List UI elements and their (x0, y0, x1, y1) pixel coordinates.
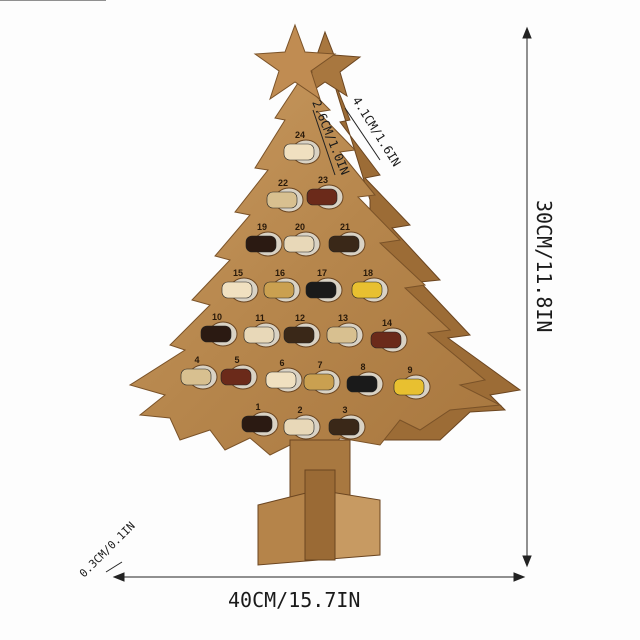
bottle-slot: 2 (283, 405, 321, 440)
bottle-slot: 22 (266, 178, 304, 213)
bottle-slot: 18 (351, 268, 389, 303)
slot-number: 5 (234, 355, 239, 365)
slot-number: 21 (340, 222, 350, 232)
mini-bottle (283, 143, 315, 161)
bottle-slot: 13 (326, 313, 364, 348)
bottle-slot: 21 (328, 222, 366, 257)
bottle-slot: 5 (220, 355, 258, 390)
slot-number: 12 (295, 313, 305, 323)
bottle-slot: 19 (245, 222, 283, 257)
slot-number: 17 (317, 268, 327, 278)
slot-number: 11 (255, 313, 265, 323)
mini-bottle (326, 326, 358, 344)
mini-bottle (245, 235, 277, 253)
slot-number: 7 (317, 360, 322, 370)
slot-number: 18 (363, 268, 373, 278)
mini-bottle (221, 281, 253, 299)
tree-front (128, 79, 502, 456)
mini-bottle (266, 191, 298, 209)
bottle-slot: 9 (393, 365, 431, 400)
bottle-slot: 12 (283, 313, 321, 348)
slot-number: 20 (295, 222, 305, 232)
bottle-slot: 8 (346, 362, 384, 397)
mini-bottle (241, 415, 273, 433)
stand-center (304, 469, 336, 561)
slot-number: 24 (295, 130, 305, 140)
mini-bottle (393, 378, 425, 396)
bottle-slot: 1 (241, 402, 279, 437)
slot-number: 10 (212, 312, 222, 322)
bottle-slot: 3 (328, 405, 366, 440)
bottle-slot: 7 (303, 360, 341, 395)
mini-bottle (370, 331, 402, 349)
slot-number: 3 (342, 405, 347, 415)
bottle-slot: 20 (283, 222, 321, 257)
slot-number: 8 (360, 362, 365, 372)
slot-number: 15 (233, 268, 243, 278)
slot-number: 2 (297, 405, 302, 415)
thickness-dimension-line (105, 561, 123, 573)
slot-number: 16 (275, 268, 285, 278)
mini-bottle (346, 375, 378, 393)
bottle-slot: 16 (263, 268, 301, 303)
mini-bottle (263, 281, 295, 299)
mini-bottle (265, 371, 297, 389)
slot-number: 1 (255, 402, 260, 412)
mini-bottle (283, 235, 315, 253)
bottle-slot: 10 (200, 312, 238, 347)
slot-number: 22 (278, 178, 288, 188)
mini-bottle (328, 235, 360, 253)
slot-number: 4 (194, 355, 199, 365)
height-label: 30CM/11.8IN (532, 200, 556, 332)
mini-bottle (243, 326, 275, 344)
mini-bottle (305, 281, 337, 299)
slot-number: 23 (318, 175, 328, 185)
bottle-slot: 24 (283, 130, 321, 165)
mini-bottle (351, 281, 383, 299)
slot-number: 13 (338, 313, 348, 323)
mini-bottle (303, 373, 335, 391)
mini-bottle (306, 188, 338, 206)
mini-bottle (328, 418, 360, 436)
slot-number: 19 (257, 222, 267, 232)
bottle-slot: 11 (243, 313, 281, 348)
mini-bottle (200, 325, 232, 343)
width-label: 40CM/15.7IN (228, 588, 360, 612)
mini-bottle (180, 368, 212, 386)
star-topper (253, 23, 337, 101)
slot-number: 6 (279, 358, 284, 368)
bottle-slot: 4 (180, 355, 218, 390)
mini-bottle (283, 418, 315, 436)
slot-number: 9 (407, 365, 412, 375)
slot-number: 14 (382, 318, 392, 328)
bottle-slot: 14 (370, 318, 408, 353)
bottle-slot: 23 (306, 175, 344, 210)
bottle-slot: 15 (221, 268, 259, 303)
bottle-slot: 17 (305, 268, 343, 303)
mini-bottle (283, 326, 315, 344)
bottle-slot: 6 (265, 358, 303, 393)
mini-bottle (220, 368, 252, 386)
